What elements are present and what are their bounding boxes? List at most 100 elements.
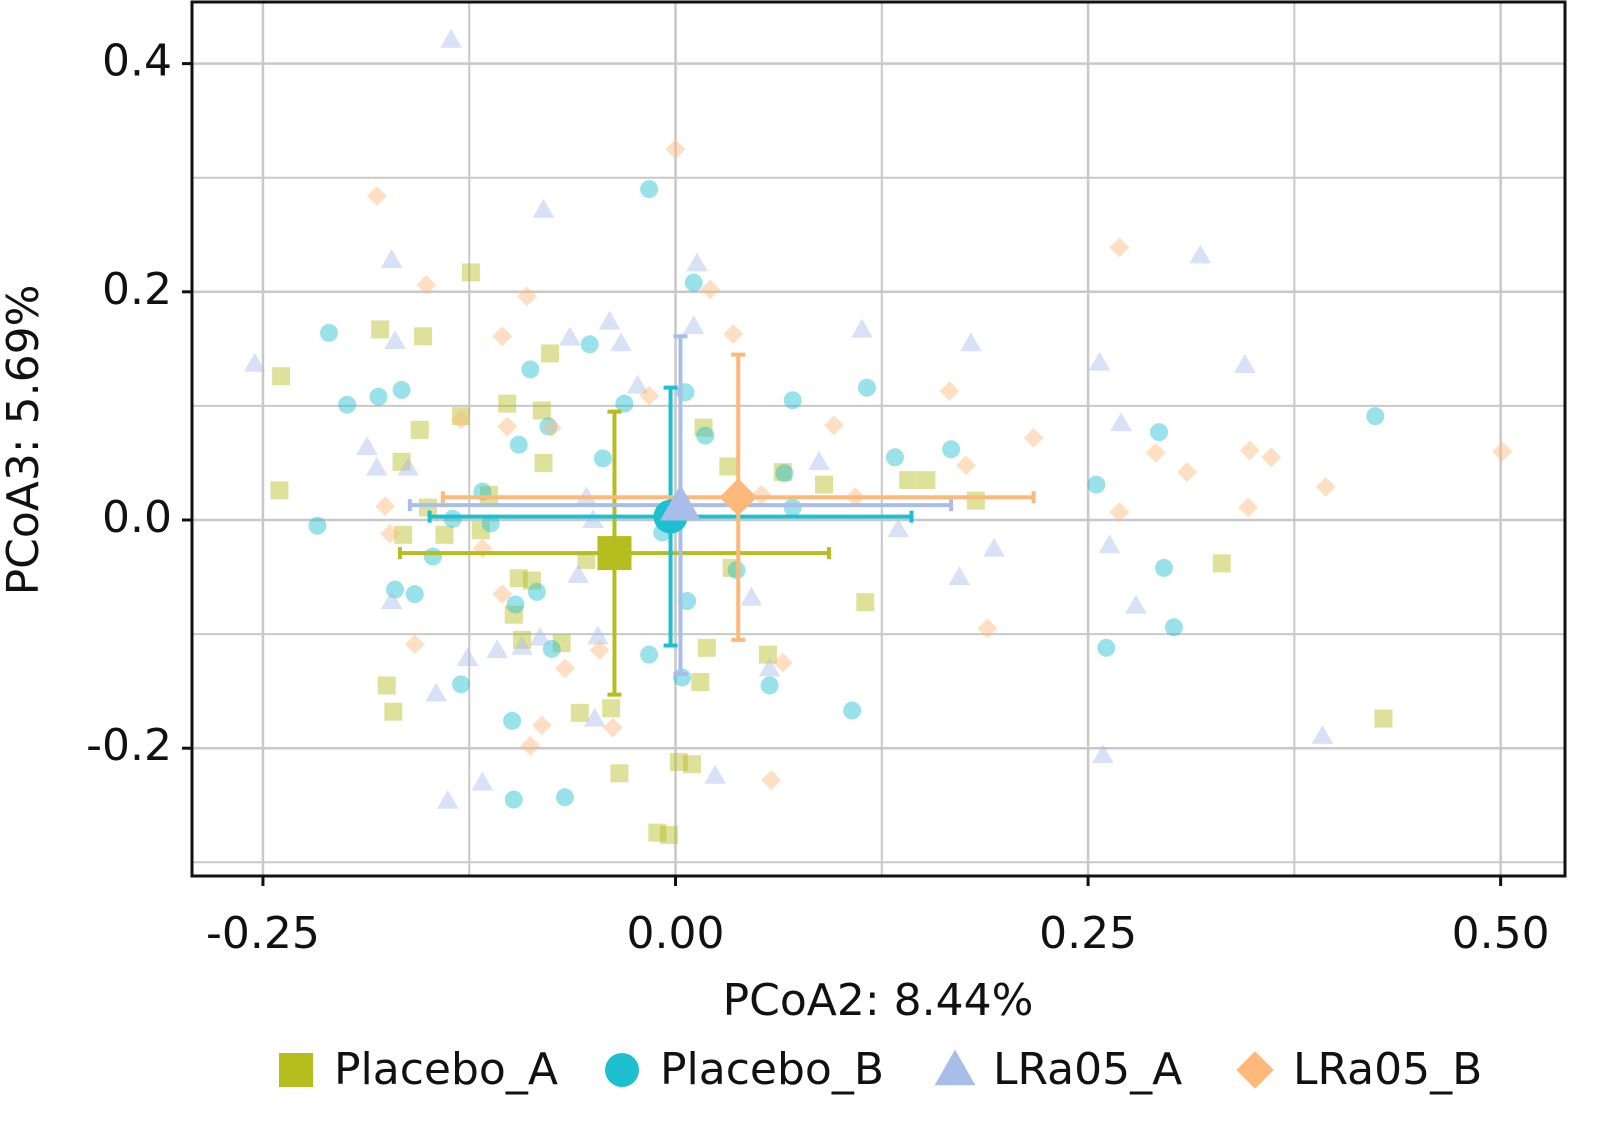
point: [272, 367, 291, 386]
point: [521, 360, 540, 379]
point: [384, 702, 403, 721]
legend-marker: [1236, 1051, 1274, 1089]
point: [939, 381, 960, 401]
point: [1315, 477, 1336, 497]
point: [580, 335, 599, 354]
point: [648, 823, 667, 842]
legend-item: LRa05_B: [1236, 1044, 1482, 1095]
point: [942, 440, 961, 459]
point: [665, 139, 686, 160]
legend-item: Placebo_B: [605, 1044, 884, 1095]
point: [555, 788, 574, 807]
point: [539, 417, 558, 436]
point: [1234, 354, 1256, 373]
point: [983, 537, 1005, 557]
point: [758, 657, 781, 677]
point: [723, 324, 744, 344]
point: [684, 273, 703, 292]
point: [423, 547, 442, 566]
point: [751, 485, 772, 505]
point: [405, 585, 424, 604]
point: [522, 571, 541, 590]
point: [435, 525, 454, 544]
point: [504, 605, 523, 624]
point: [783, 391, 802, 410]
point: [851, 318, 873, 338]
point: [694, 418, 713, 437]
point: [471, 771, 494, 791]
point: [899, 471, 918, 490]
point: [1109, 502, 1130, 522]
point: [1154, 558, 1173, 577]
point: [602, 699, 621, 718]
point: [760, 676, 779, 695]
point: [461, 263, 480, 282]
y-tick-label: -0.2: [86, 720, 172, 771]
point: [856, 593, 875, 612]
point: [626, 374, 649, 394]
point: [659, 825, 678, 844]
point: [356, 436, 378, 456]
point: [506, 595, 525, 614]
point: [615, 394, 634, 413]
legend-marker: [605, 1053, 639, 1087]
point: [377, 676, 396, 695]
point: [917, 471, 936, 490]
point: [520, 736, 541, 756]
point: [956, 455, 976, 476]
point: [541, 344, 560, 363]
legend-label: Placebo_B: [660, 1044, 884, 1095]
point: [497, 416, 518, 437]
centroid: [719, 478, 757, 516]
point: [513, 630, 532, 649]
point: [503, 711, 522, 730]
point: [570, 703, 589, 722]
point: [696, 426, 715, 445]
point: [1238, 497, 1259, 518]
point: [414, 327, 433, 346]
x-tick-label: 0.25: [1039, 908, 1137, 959]
centroid: [660, 484, 701, 521]
point: [567, 563, 589, 583]
plot-frame: [190, 0, 1567, 878]
point: [598, 310, 621, 330]
point: [1097, 638, 1116, 657]
point: [384, 330, 406, 349]
point: [498, 394, 517, 413]
point: [773, 463, 792, 482]
point: [704, 764, 726, 784]
point: [504, 790, 523, 809]
point: [686, 252, 708, 272]
centroid: [597, 536, 632, 571]
point: [527, 582, 546, 601]
point: [1109, 237, 1130, 258]
y-tick-label: 0.0: [102, 492, 172, 543]
point: [740, 586, 763, 606]
point: [492, 584, 513, 605]
point: [1150, 423, 1169, 442]
point: [385, 580, 404, 599]
y-tick-label: 0.4: [102, 36, 172, 87]
point: [815, 475, 834, 494]
point: [783, 498, 802, 517]
point: [1261, 447, 1282, 468]
point: [960, 332, 982, 352]
point: [640, 645, 659, 664]
point: [722, 558, 741, 577]
point: [410, 420, 429, 439]
legend-label: LRa05_A: [993, 1044, 1182, 1095]
point: [338, 395, 357, 414]
point: [308, 516, 327, 535]
point: [683, 755, 702, 774]
point: [451, 407, 470, 426]
point: [697, 638, 716, 657]
point: [640, 180, 659, 199]
point: [582, 509, 604, 529]
point: [397, 456, 419, 476]
point: [824, 415, 844, 436]
point: [583, 707, 606, 727]
legend-label: Placebo_A: [334, 1044, 558, 1095]
point: [243, 352, 266, 372]
point: [371, 320, 390, 339]
point: [552, 634, 571, 653]
